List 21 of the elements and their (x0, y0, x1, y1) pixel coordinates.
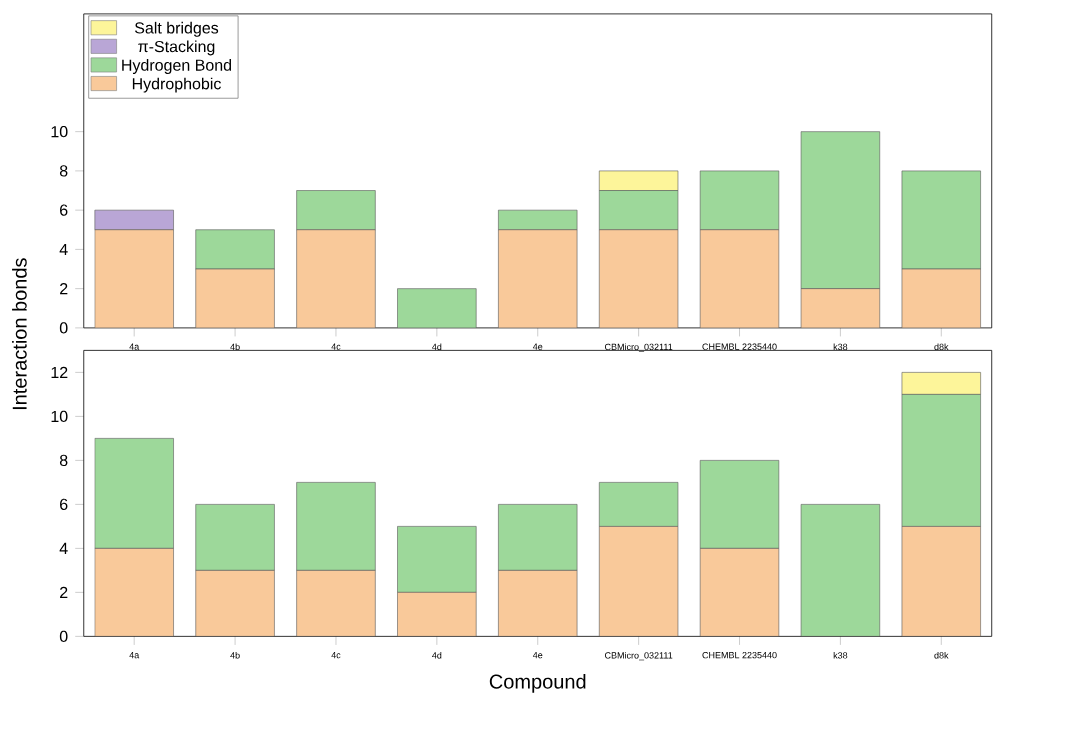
bar (800, 504, 881, 637)
x-axis-title: Compound (489, 674, 586, 693)
y-tick-label: 6 (60, 204, 68, 216)
y-tick-label: 10 (51, 125, 68, 138)
y-tick-label: 2 (60, 586, 68, 598)
y-tick-label: 0 (59, 322, 68, 334)
legend-label: Hydrophobic (132, 77, 221, 93)
y-tick-label: 0 (59, 630, 68, 643)
bar (397, 288, 477, 328)
y-tick-label: 4 (59, 243, 68, 255)
y-tick-label: 10 (51, 410, 68, 423)
legend-label: π-Stacking (138, 40, 215, 56)
legend-label: Salt bridges (134, 21, 219, 37)
y-tick-label: 6 (60, 498, 68, 511)
y-tick-label: 8 (59, 165, 68, 177)
y-tick-label: 12 (51, 366, 68, 378)
legend-label: Hydrogen Bond (122, 59, 232, 74)
y-axis-title: Interaction bonds (12, 258, 27, 410)
y-tick-label: 4 (59, 542, 68, 554)
y-tick-label: 8 (59, 454, 68, 467)
y-tick-label: 2 (60, 283, 68, 295)
